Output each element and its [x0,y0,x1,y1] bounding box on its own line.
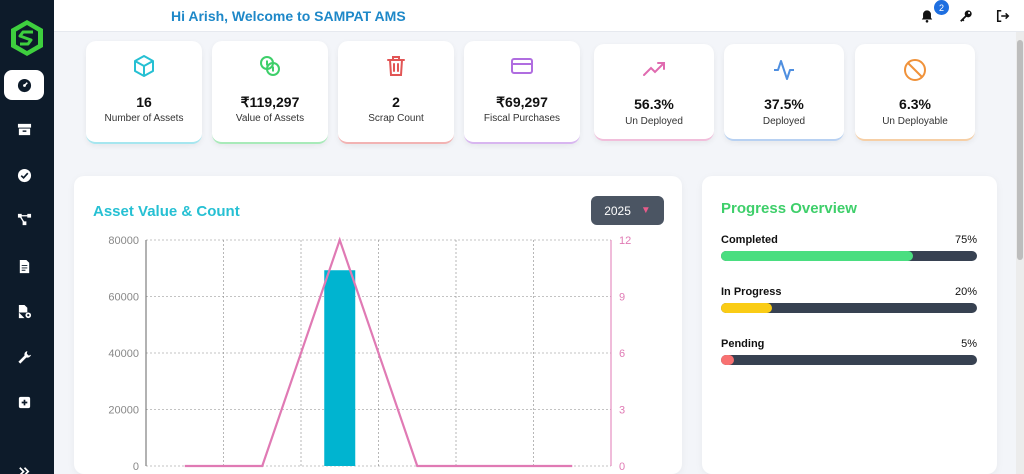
chart-line-series [184,236,573,468]
sidebar-item-file-settings[interactable] [4,296,44,326]
chart-bar [324,270,356,466]
wrench-icon [17,350,31,364]
stat-card-un-deployable: 6.3% Un Deployable [855,44,975,141]
sidebar-item-add[interactable] [4,387,44,417]
y-right-tick-label: 12 [619,235,631,247]
trend-up-icon [643,62,665,76]
y-left-tick-label: 80000 [108,235,139,247]
progress-label: Pending [721,338,765,350]
top-header: Hi Arish, Welcome to SAMPAT AMS 2 [54,0,1024,32]
progress-overview-panel: Progress Overview Completed 75% In Progr… [702,176,997,474]
stat-label: Fiscal Purchases [483,113,561,124]
logo-icon [11,20,43,56]
stat-label: Deployed [762,116,806,127]
pulse-icon [774,60,794,80]
stat-value: ₹119,297 [240,94,300,110]
progress-percent: 75% [954,234,977,246]
chevron-down-icon: ▼ [640,205,651,216]
chart-title: Asset Value & Count [93,203,240,220]
logout-icon[interactable] [996,9,1010,23]
sidebar-collapse-button[interactable] [4,456,44,474]
notification-badge: 2 [934,0,949,15]
progress-fill [721,251,913,261]
y-right-tick-label: 9 [619,292,625,304]
y-right-tick-label: 6 [619,348,625,360]
sidebar-item-maintenance[interactable] [4,342,44,372]
progress-label: Completed [721,234,778,246]
archive-icon [17,123,31,135]
stat-label: Un Deployed [625,116,683,127]
gauge-icon [17,78,31,92]
sidebar-item-approvals[interactable] [4,160,44,190]
trash-icon [387,56,405,76]
stat-label: Value of Assets [235,113,305,124]
stat-card-deployed: 37.5% Deployed [724,44,844,141]
stat-label: Un Deployable [882,116,948,127]
page-scrollbar[interactable] [1016,32,1024,474]
asset-chart-panel: Asset Value & Count 2025 ▼ 80000 12 60000 9… [74,176,682,474]
y-left-tick-label: 40000 [108,348,139,360]
check-circle-icon [17,168,31,182]
credit-card-icon [511,58,533,74]
stat-card-value-of-assets: ₹119,297 Value of Assets [212,41,328,144]
year-select-value: 2025 [604,203,631,218]
sidebar [0,0,54,474]
plus-square-icon [18,396,30,408]
progress-label: In Progress [721,286,782,298]
cube-icon [134,55,154,77]
scrollbar-thumb[interactable] [1017,40,1023,260]
progress-title: Progress Overview [721,200,857,217]
key-icon[interactable] [959,9,973,23]
progress-track [721,251,977,261]
stat-card-scrap-count: 2 Scrap Count [338,41,454,144]
sidebar-item-network[interactable] [4,204,44,234]
stat-value: 6.3% [899,96,931,112]
y-left-tick-label: 20000 [108,405,139,417]
sidebar-item-assets[interactable] [4,114,44,144]
year-select[interactable]: 2025 ▼ [591,196,664,225]
stat-card-un-deployed: 56.3% Un Deployed [594,44,714,141]
hierarchy-icon [17,213,31,225]
document-icon [19,259,29,273]
coins-icon [260,56,280,76]
y-right-tick-label: 0 [619,461,625,473]
sidebar-item-documents[interactable] [4,251,44,281]
stat-value: 16 [136,94,152,110]
y-right-tick-label: 3 [619,405,625,417]
asset-chart: 80000 12 60000 9 40000 6 20000 3 0 0 [108,235,631,473]
stat-value: 2 [392,94,400,110]
stat-label: Number of Assets [104,113,184,124]
ban-icon [904,59,926,81]
y-left-tick-label: 60000 [108,292,139,304]
progress-fill [721,303,773,313]
bell-icon[interactable] [920,9,934,23]
progress-percent: 5% [961,338,977,350]
progress-track [721,303,977,313]
stat-label: Scrap Count [368,113,424,124]
stat-value: ₹69,297 [496,94,548,110]
double-chevron-right-icon [18,466,29,474]
stat-card-fiscal-purchases: ₹69,297 Fiscal Purchases [464,41,580,144]
sidebar-item-dashboard[interactable] [4,70,44,100]
stat-value: 56.3% [634,96,674,112]
progress-percent: 20% [954,286,977,298]
stat-card-number-of-assets: 16 Number of Assets [86,41,202,144]
welcome-message: Hi Arish, Welcome to SAMPAT AMS [171,8,406,24]
progress-track [721,355,977,365]
y-left-tick-label: 0 [133,461,139,473]
progress-fill [721,355,734,365]
file-gear-icon [18,304,31,318]
stat-value: 37.5% [764,96,804,112]
